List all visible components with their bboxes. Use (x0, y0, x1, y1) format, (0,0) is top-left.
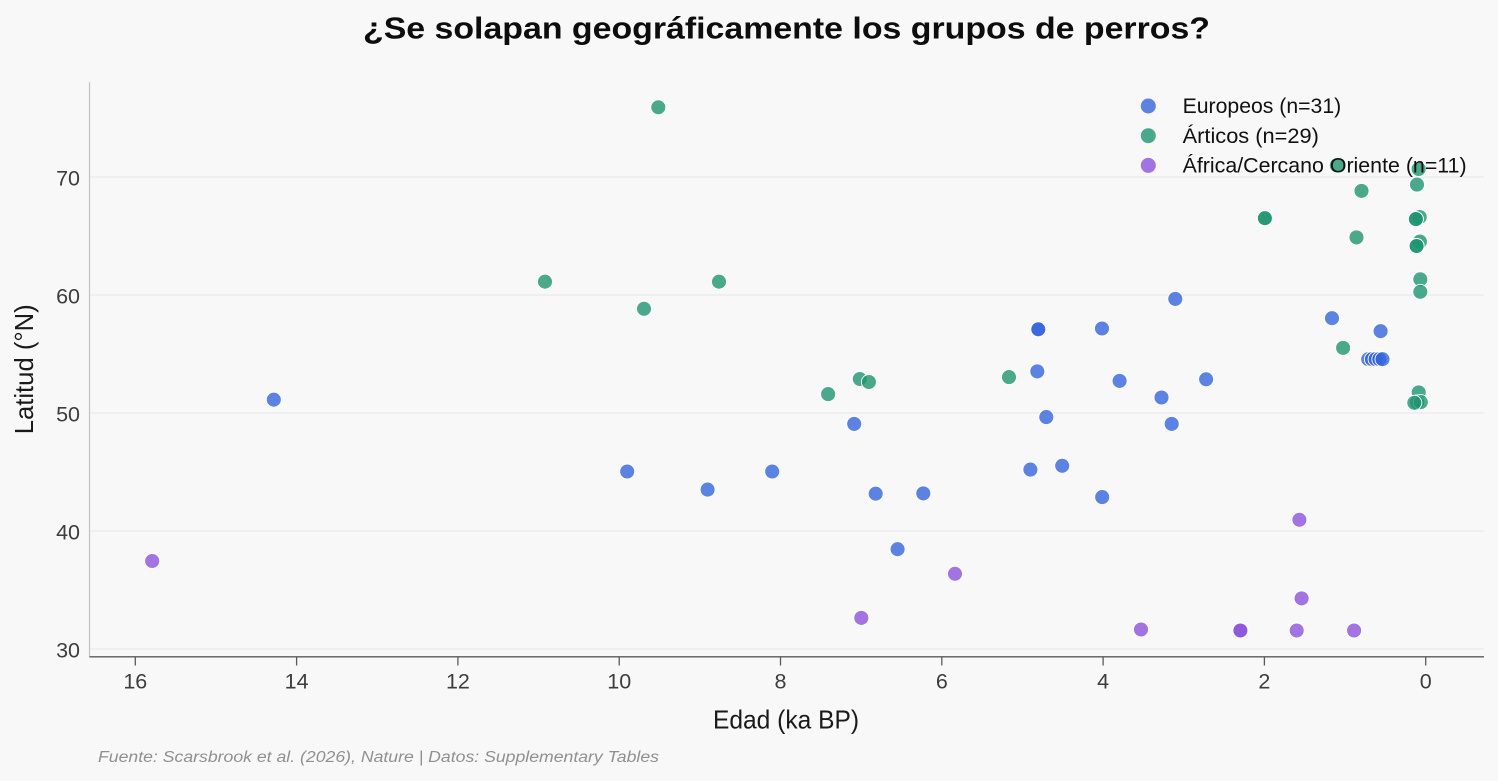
svg-text:6: 6 (936, 670, 948, 694)
svg-text:Europeos (n=31): Europeos (n=31) (1183, 94, 1342, 118)
svg-text:14: 14 (285, 670, 309, 694)
svg-text:12: 12 (446, 670, 470, 694)
svg-text:40: 40 (56, 520, 80, 544)
svg-text:50: 50 (56, 402, 80, 426)
svg-text:30: 30 (56, 638, 80, 662)
svg-text:Árticos (n=29): Árticos (n=29) (1183, 123, 1319, 148)
svg-text:Fuente: Scarsbrook et al. (202: Fuente: Scarsbrook et al. (2026), Nature… (98, 749, 659, 766)
svg-text:70: 70 (56, 166, 80, 190)
svg-text:0: 0 (1420, 670, 1432, 694)
svg-text:África/Cercano Oriente (n=11): África/Cercano Oriente (n=11) (1183, 153, 1467, 178)
svg-text:Latitud (°N): Latitud (°N) (9, 304, 39, 434)
svg-text:2: 2 (1258, 670, 1270, 694)
svg-text:16: 16 (123, 670, 147, 694)
svg-text:10: 10 (607, 670, 631, 694)
svg-text:60: 60 (56, 284, 80, 308)
svg-text:¿Se solapan geográficamente lo: ¿Se solapan geográficamente los grupos d… (363, 10, 1210, 45)
svg-text:Edad (ka BP): Edad (ka BP) (713, 705, 859, 735)
svg-text:4: 4 (1097, 670, 1109, 694)
svg-text:8: 8 (775, 670, 787, 694)
